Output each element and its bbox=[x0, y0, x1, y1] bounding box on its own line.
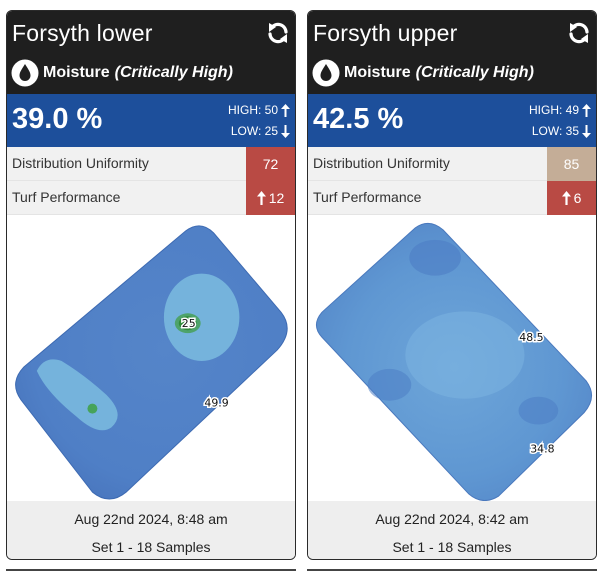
stat-label: Turf Performance bbox=[313, 189, 422, 205]
water-drop-icon bbox=[312, 59, 340, 87]
moisture-hotspot bbox=[163, 273, 240, 361]
stat-label: Distribution Uniformity bbox=[313, 155, 450, 171]
refresh-icon[interactable] bbox=[266, 21, 290, 45]
water-drop-icon bbox=[11, 59, 39, 87]
next-card-edge bbox=[307, 569, 597, 571]
value-bar: 42.5 % HIGH: 49 LOW: 35 bbox=[308, 94, 596, 147]
reading-date: Aug 22nd 2024, 8:48 am bbox=[74, 511, 228, 527]
current-value: 39.0 % bbox=[12, 103, 103, 135]
stat-distribution-uniformity: Distribution Uniformity 85 bbox=[308, 147, 596, 181]
card-footer: Aug 22nd 2024, 8:48 am Set 1 - 18 Sample… bbox=[7, 501, 295, 559]
stat-value: 6 bbox=[573, 190, 582, 206]
arrow-up-icon bbox=[561, 191, 571, 205]
map-value-label: 25 bbox=[182, 317, 196, 330]
stat-value-badge: 12 bbox=[246, 181, 295, 215]
moisture-hotspot bbox=[87, 403, 98, 414]
card-title: Forsyth upper bbox=[313, 20, 458, 46]
stat-turf-performance: Turf Performance 12 bbox=[7, 181, 295, 215]
high-label: HIGH: 50 bbox=[227, 103, 278, 117]
map-value-label: 49.9 bbox=[204, 397, 228, 410]
sensor-card-forsyth-upper[interactable]: Forsyth upper Moisture (Critically High)… bbox=[307, 10, 597, 560]
metric-row: Moisture (Critically High) bbox=[312, 58, 534, 88]
stat-label: Distribution Uniformity bbox=[12, 155, 149, 171]
high-label: HIGH: 49 bbox=[528, 103, 579, 117]
current-value: 42.5 % bbox=[313, 103, 404, 135]
reading-date: Aug 22nd 2024, 8:42 am bbox=[375, 511, 529, 527]
map-value-label: 34.8 bbox=[530, 442, 554, 455]
heatmap-svg: 25 49.9 bbox=[15, 225, 288, 500]
high-reading: HIGH: 50 bbox=[228, 103, 290, 117]
arrow-down-icon bbox=[281, 124, 290, 138]
low-label: LOW: 35 bbox=[531, 124, 579, 138]
refresh-icon[interactable] bbox=[567, 21, 591, 45]
heatmap-svg: 48.5 34.8 bbox=[315, 222, 593, 502]
low-reading: LOW: 35 bbox=[532, 124, 591, 138]
high-reading: HIGH: 49 bbox=[529, 103, 591, 117]
sample-set: Set 1 - 18 Samples bbox=[91, 539, 211, 555]
stat-turf-performance: Turf Performance 6 bbox=[308, 181, 596, 215]
metric-name: Moisture bbox=[43, 64, 110, 81]
metric-row: Moisture (Critically High) bbox=[11, 58, 233, 88]
stat-label: Turf Performance bbox=[12, 189, 121, 205]
card-title: Forsyth lower bbox=[12, 20, 153, 46]
card-header: Forsyth lower Moisture (Critically High) bbox=[7, 11, 295, 94]
moisture-heatmap[interactable]: 48.5 34.8 bbox=[308, 215, 596, 502]
stat-value: 72 bbox=[262, 156, 279, 172]
low-label: LOW: 25 bbox=[230, 124, 278, 138]
metric-name: Moisture bbox=[344, 64, 411, 81]
metric-status: (Critically High) bbox=[415, 64, 534, 81]
stat-value: 85 bbox=[563, 156, 580, 172]
stat-value-badge: 72 bbox=[246, 147, 295, 181]
arrow-up-icon bbox=[281, 103, 290, 117]
metric-status: (Critically High) bbox=[114, 64, 233, 81]
moisture-hotspot bbox=[367, 368, 412, 401]
stat-value: 12 bbox=[268, 190, 285, 206]
moisture-hotspot bbox=[178, 316, 197, 331]
sensor-card-forsyth-lower[interactable]: Forsyth lower Moisture (Critically High)… bbox=[6, 10, 296, 560]
arrow-up-icon bbox=[582, 103, 591, 117]
card-header: Forsyth upper Moisture (Critically High) bbox=[308, 11, 596, 94]
sample-set: Set 1 - 18 Samples bbox=[392, 539, 512, 555]
stat-value-badge: 6 bbox=[547, 181, 596, 215]
moisture-hotspot bbox=[518, 396, 559, 425]
low-reading: LOW: 25 bbox=[231, 124, 290, 138]
next-card-edge bbox=[6, 569, 296, 571]
arrow-down-icon bbox=[582, 124, 591, 138]
stat-distribution-uniformity: Distribution Uniformity 72 bbox=[7, 147, 295, 181]
map-value-label: 48.5 bbox=[519, 331, 543, 344]
card-footer: Aug 22nd 2024, 8:42 am Set 1 - 18 Sample… bbox=[308, 501, 596, 559]
stat-value-badge: 85 bbox=[547, 147, 596, 181]
moisture-heatmap[interactable]: 25 49.9 bbox=[7, 215, 295, 501]
value-bar: 39.0 % HIGH: 50 LOW: 25 bbox=[7, 94, 295, 147]
moisture-hotspot bbox=[36, 359, 118, 431]
moisture-hotspot bbox=[409, 239, 461, 276]
arrow-up-icon bbox=[256, 191, 266, 205]
moisture-hotspot bbox=[405, 311, 525, 399]
